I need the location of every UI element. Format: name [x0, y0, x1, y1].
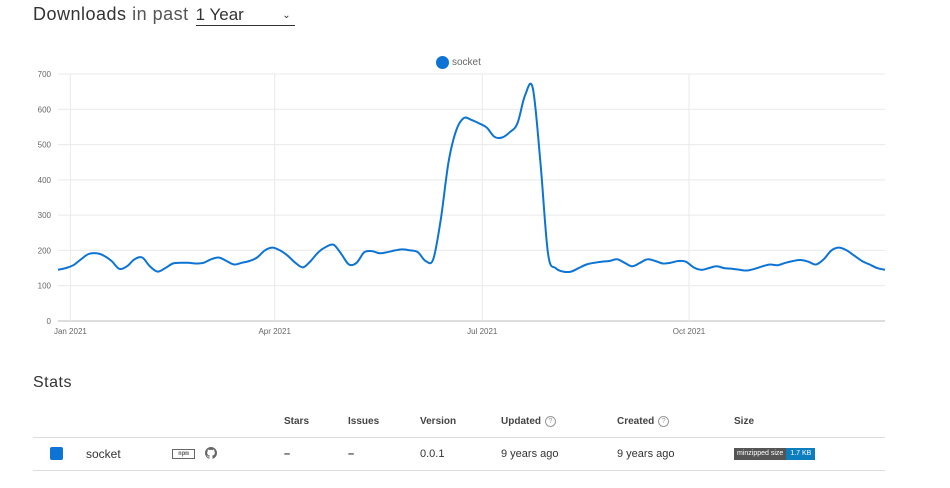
chart-legend[interactable]: socket: [436, 56, 481, 69]
period-select[interactable]: 1 Year ⌄: [195, 5, 295, 26]
y-tick-label: 100: [38, 282, 52, 291]
chart-axes: 0 100 200 300 400 500 600 700 Jan 2021 Apr 2021 Ju…: [38, 70, 706, 336]
col-created: Created?: [617, 416, 670, 427]
y-tick-label: 300: [38, 211, 52, 220]
issues-value: –: [348, 448, 355, 460]
stats-title: Stats: [33, 374, 72, 391]
updated-value: 9 years ago: [501, 448, 559, 460]
col-issues: Issues: [348, 416, 380, 427]
question-circle-icon[interactable]: ?: [545, 416, 556, 427]
col-version: Version: [420, 416, 457, 427]
x-tick-label: Jul 2021: [467, 327, 498, 336]
downloads-header: Downloads in past 1 Year ⌄: [33, 4, 295, 26]
y-tick-label: 700: [38, 70, 52, 79]
question-circle-icon[interactable]: ?: [658, 416, 670, 427]
legend-dot: [436, 56, 449, 69]
y-tick-label: 500: [38, 141, 52, 150]
y-tick-label: 400: [38, 176, 52, 185]
size-badge-value: 1.7 KB: [786, 448, 816, 460]
x-tick-label: Oct 2021: [673, 327, 706, 336]
size-badge[interactable]: minzipped size 1.7 KB: [734, 448, 816, 460]
legend-label: socket: [452, 57, 481, 68]
y-tick-label: 600: [38, 105, 52, 114]
y-tick-label: 0: [47, 317, 52, 326]
period-value: 1 Year: [195, 5, 244, 24]
table-divider: [33, 470, 885, 471]
stars-value: –: [284, 448, 291, 460]
chevron-down-icon: ⌄: [282, 9, 291, 21]
created-value: 9 years ago: [617, 448, 675, 460]
github-icon[interactable]: [205, 447, 217, 459]
chart-grid: [58, 73, 885, 322]
series-line-socket: [57, 82, 886, 274]
version-value: 0.0.1: [420, 448, 445, 460]
x-tick-label: Jan 2021: [54, 327, 87, 336]
col-stars: Stars: [284, 416, 310, 427]
downloads-chart: 0 100 200 300 400 500 600 700 Jan 2021 Apr 2021 Ju…: [38, 70, 886, 336]
package-name[interactable]: socket: [86, 447, 121, 461]
downloads-title: Downloads in past: [33, 4, 189, 24]
package-color-swatch[interactable]: [50, 447, 63, 460]
table-divider: [33, 437, 885, 438]
size-badge-key: minzipped size: [734, 448, 787, 460]
x-tick-label: Apr 2021: [258, 327, 291, 336]
col-updated: Updated?: [501, 416, 556, 427]
y-tick-label: 200: [38, 246, 52, 255]
npm-icon[interactable]: npm: [172, 449, 195, 459]
col-size: Size: [734, 416, 755, 427]
